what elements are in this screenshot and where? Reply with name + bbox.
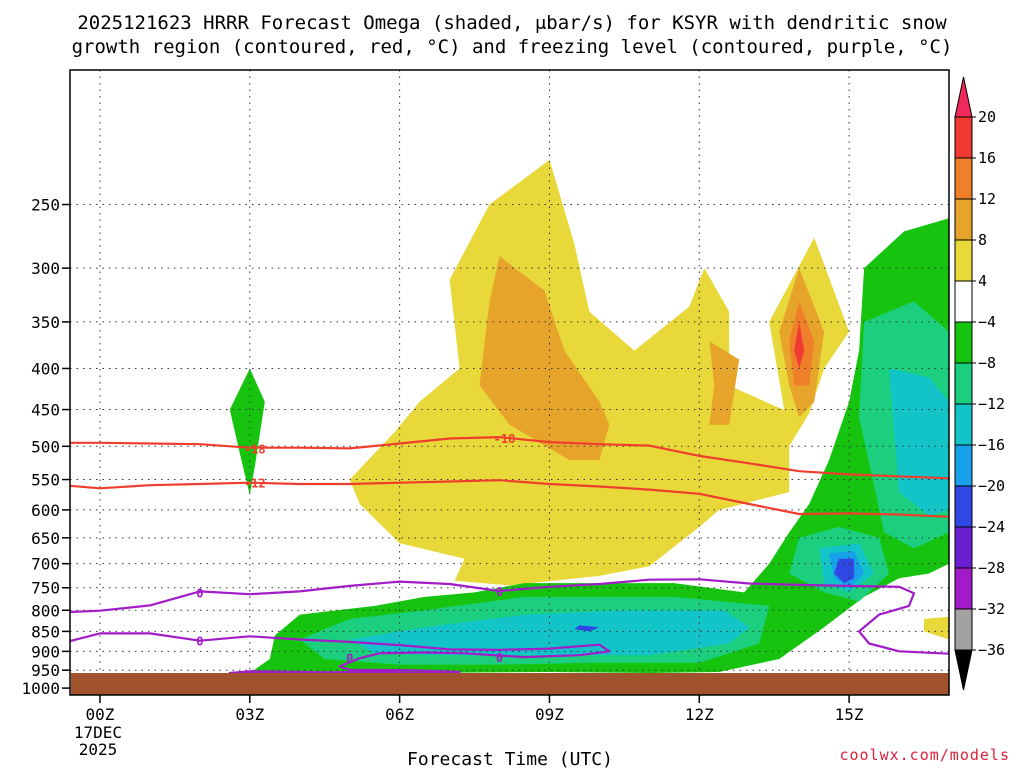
chart-title-line-2: growth region (contoured, red, °C) and f… (72, 36, 953, 58)
y-tick-label-550: 550 (31, 471, 60, 490)
colorbar-swatch-11 (954, 526, 973, 569)
y-tick-label-250: 250 (31, 196, 60, 215)
y-tick-label-900: 900 (31, 642, 60, 661)
colorbar-swatch-9 (954, 444, 973, 487)
omega-shading (219, 159, 950, 673)
colorbar-top-arrow (954, 76, 973, 118)
chart-title-line-1: 2025121623 HRRR Forecast Omega (shaded, … (77, 12, 947, 34)
y-tick-label-600: 600 (31, 501, 60, 520)
gridlines (70, 70, 949, 695)
colorbar-label-13: −36 (978, 641, 1005, 659)
colorbar-swatch-10 (954, 485, 973, 528)
y-tick-label-800: 800 (31, 601, 60, 620)
colorbar-label-8: −16 (978, 436, 1005, 454)
source-credit: coolwx.com/models (839, 746, 1010, 764)
omega-colorbar: 20 16 12 8 4 −4 −8 −12 −16 −20 −24 −28 −32 −36 (954, 76, 1005, 691)
plot-area: -18 -18 -12 0 0 0 0 0 (69, 69, 950, 696)
colorbar-label-6: −8 (978, 354, 996, 372)
y-tick-label-850: 850 (31, 622, 60, 641)
omega-region-12 (889, 368, 949, 516)
x-tick-label-03Z: 03Z (235, 705, 264, 724)
contour-label-0-1: -18 (494, 432, 516, 446)
omega-region-2 (709, 341, 740, 425)
colorbar-swatch-2 (954, 157, 973, 200)
colorbar-label-12: −32 (978, 600, 1005, 618)
contour-line-1 (69, 479, 950, 518)
x-axis-label: Forecast Time (UTC) (407, 749, 613, 768)
contour-label-1-0: -12 (244, 477, 266, 491)
y-tick-label-700: 700 (31, 555, 60, 574)
temperature-contours: -18 -18 -12 0 0 0 0 0 (69, 432, 950, 675)
colorbar-swatch-3 (954, 198, 973, 241)
x-tick-label-00Z: 00Z (86, 705, 115, 724)
colorbar-swatch-6 (954, 321, 973, 364)
plot-frame (69, 69, 950, 696)
y-tick-label-500: 500 (31, 437, 60, 456)
x-tick-label-09Z: 09Z (535, 705, 564, 724)
y-tick-label-650: 650 (31, 529, 60, 548)
x-tick-label-06Z: 06Z (385, 705, 414, 724)
omega-region-1 (479, 256, 610, 460)
contour-line-2 (69, 578, 950, 655)
omega-region-11 (349, 610, 750, 656)
x-tick-year: 2025 (79, 740, 118, 759)
omega-region-6 (229, 368, 265, 496)
contour-label-3-2: 0 (346, 651, 353, 665)
y-tick-label-950: 950 (31, 661, 60, 680)
y-tick-label-750: 750 (31, 579, 60, 598)
colorbar-label-5: −4 (978, 313, 996, 331)
colorbar-label-0: 20 (978, 108, 996, 126)
colorbar-swatch-13 (954, 608, 973, 651)
colorbar-bottom-arrow (954, 649, 973, 691)
pressure-axis: 2503003504004505005506006507007508008509… (21, 196, 70, 698)
omega-region-17 (924, 616, 949, 640)
colorbar-swatch-12 (954, 567, 973, 610)
x-tick-date: 17DEC (74, 723, 122, 742)
colorbar-label-10: −24 (978, 518, 1005, 536)
x-tick-label-12Z: 12Z (685, 705, 714, 724)
y-tick-label-350: 350 (31, 313, 60, 332)
y-tick-label-1000: 1000 (21, 679, 60, 698)
colorbar-label-9: −20 (978, 477, 1005, 495)
contour-line-0 (70, 436, 950, 480)
colorbar-swatch-8 (954, 403, 973, 446)
omega-region-7 (219, 218, 950, 673)
colorbar-label-7: −12 (978, 395, 1005, 413)
colorbar-label-1: 16 (978, 149, 996, 167)
colorbar-label-3: 8 (978, 231, 987, 249)
colorbar-label-4: 4 (978, 272, 987, 290)
contour-label-2-1: 0 (496, 585, 503, 599)
y-tick-label-450: 450 (31, 401, 60, 420)
y-tick-label-400: 400 (31, 359, 60, 378)
contour-line-3 (69, 632, 611, 675)
omega-region-16 (574, 625, 600, 632)
terrain-fill (71, 673, 949, 695)
colorbar-swatch-7 (954, 362, 973, 405)
omega-region-5 (794, 321, 805, 369)
contour-label-3-0: 0 (196, 635, 203, 649)
y-tick-label-300: 300 (31, 259, 60, 278)
contour-label-2-0: 0 (196, 586, 203, 600)
colorbar-swatch-4 (954, 239, 973, 282)
colorbar-swatch-5 (954, 280, 973, 323)
contour-label-0-0: -18 (244, 442, 266, 456)
x-tick-label-15Z: 15Z (835, 705, 864, 724)
omega-region-0 (349, 159, 850, 586)
colorbar-label-11: −28 (978, 559, 1005, 577)
colorbar-label-2: 12 (978, 190, 996, 208)
contour-label-3-1: 0 (496, 651, 503, 665)
colorbar-swatch-1 (954, 116, 973, 159)
